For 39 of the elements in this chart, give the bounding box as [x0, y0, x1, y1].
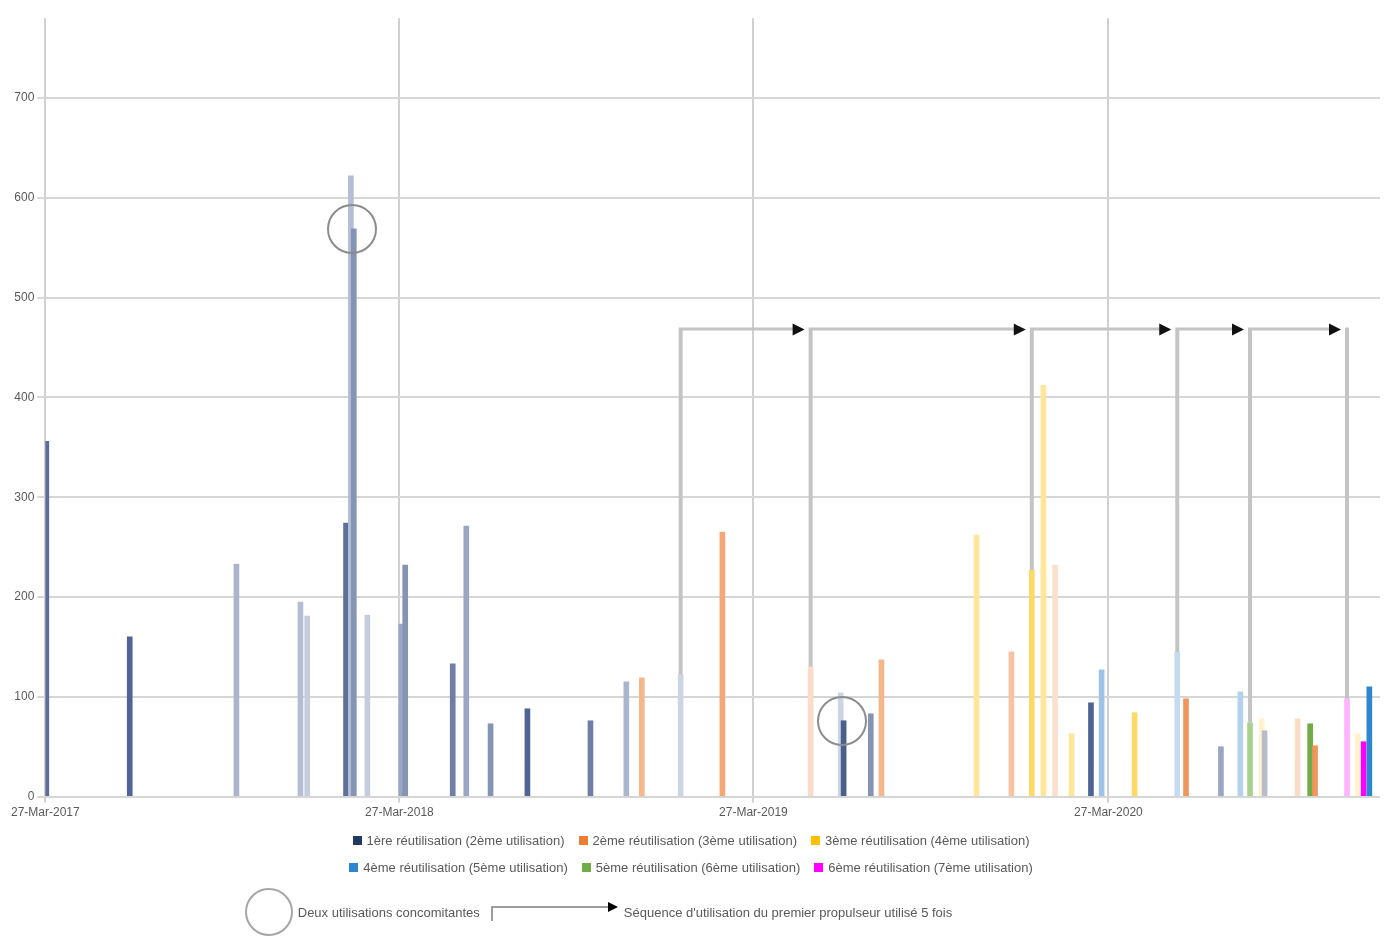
bar: [1312, 745, 1318, 796]
bar: [1052, 564, 1058, 796]
x-tick-label: 27-Mar-2020: [1074, 805, 1144, 820]
bar: [1218, 746, 1224, 796]
bar: [1354, 733, 1361, 796]
x-tick-label: 27-Mar-2017: [11, 805, 81, 820]
bar: [1344, 698, 1350, 796]
bar: [1028, 569, 1035, 796]
x-tick-label: 27-Mar-2018: [365, 805, 435, 820]
bar: [1174, 651, 1181, 796]
bar: [867, 713, 874, 796]
y-tick-label: 500: [14, 289, 35, 304]
bar: [126, 636, 133, 796]
bar: [449, 663, 456, 796]
y-tick-label: 0: [27, 788, 35, 803]
text: 2ème réutilisation (3ème utilisation): [592, 833, 797, 848]
bar: [463, 525, 470, 796]
y-tick-label: 100: [14, 689, 35, 704]
y-tick-label: 300: [14, 489, 35, 504]
text: 1ère réutilisation (2ème utilisation): [366, 833, 565, 848]
x-tick-label: 27-Mar-2019: [719, 805, 789, 820]
text: Séquence d'utilisation du premier propulseur utilisé 5 fois: [623, 904, 953, 920]
y-tick-label: 400: [14, 389, 35, 404]
bar: [1088, 702, 1094, 796]
legend-label: 5ème réutilisation (6ème utilisation): [595, 860, 801, 875]
bar: [304, 615, 311, 796]
bar: [1237, 691, 1244, 796]
y-tick-label: 600: [14, 190, 35, 205]
legend-label: 6ème réutilisation (7ème utilisation): [828, 860, 1033, 875]
bar: [402, 564, 409, 796]
bar: [1183, 698, 1189, 796]
y-tick-label: 700: [14, 90, 35, 105]
legend-label: 4ème réutilisation (5ème utilisation): [363, 860, 568, 875]
bar: [639, 677, 645, 796]
bar: [350, 228, 357, 796]
bar: [1247, 722, 1253, 796]
text: Deux utilisations concomitantes: [297, 904, 480, 920]
y-tick-label: 200: [14, 589, 35, 604]
text: 3ème réutilisation (4ème utilisation): [824, 833, 1030, 848]
